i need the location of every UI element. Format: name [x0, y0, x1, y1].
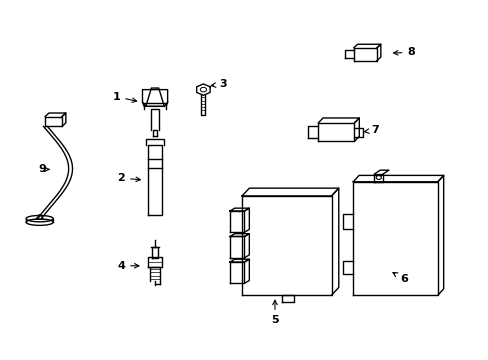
- Text: 1: 1: [112, 92, 136, 102]
- Text: 7: 7: [364, 125, 378, 135]
- Text: 9: 9: [39, 165, 49, 174]
- Text: 3: 3: [211, 79, 226, 89]
- Text: 8: 8: [393, 48, 414, 57]
- Text: 6: 6: [392, 273, 407, 284]
- Text: 5: 5: [270, 300, 278, 325]
- Text: 2: 2: [117, 173, 140, 183]
- Text: 4: 4: [117, 261, 139, 271]
